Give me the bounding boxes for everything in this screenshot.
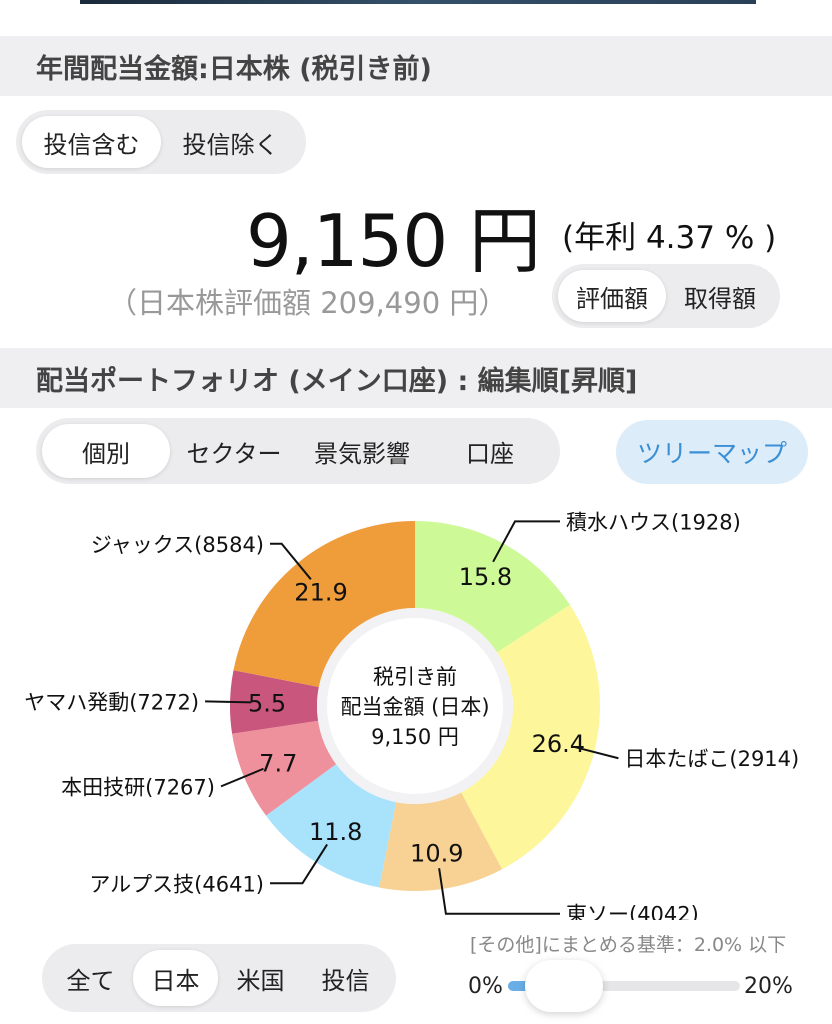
portfolio-title: 配当ポートフォリオ (メイン口座) : 編集順[昇順] [36,365,638,397]
slice-value-label-3: 11.8 [309,818,362,846]
slice-2[interactable] [379,792,503,891]
total-dividend-amount: 9,150 円 [246,199,541,283]
other-threshold-label: [その他]にまとめる基準：2.0% 以下 [470,934,787,956]
annual-dividend-title: 年間配当金額:日本株 (税引き前) [36,53,432,85]
slice-value-label-2: 10.9 [410,839,463,867]
slice-leader-line-3 [270,843,328,885]
slice-4[interactable] [232,720,337,816]
market-value-option[interactable]: 評価額 [558,270,666,322]
slice-leader-line-1 [573,745,619,760]
region-toggle: 全て 日本 米国 投信 [42,944,396,1012]
slice-value-label-1: 26.4 [532,730,585,758]
top-banner-image [80,0,756,4]
slice-name-label-4: 本田技研(7267) [61,775,215,799]
slice-3[interactable] [266,764,397,888]
slice-value-label-6: 21.9 [294,579,347,607]
view-economy-option[interactable]: 景気影響 [314,439,410,468]
region-japan-option[interactable]: 日本 [133,950,218,1006]
slice-value-label-5: 5.5 [248,690,286,718]
slice-name-label-1: 日本たばこ(2914) [624,747,799,771]
slider-fill [508,981,532,991]
slice-value-label-0: 15.8 [459,563,512,591]
slice-name-label-6: ジャックス(8584) [91,533,264,557]
annual-dividend-header: 年間配当金額:日本株 (税引き前) [0,36,832,96]
center-label-line-1: 税引き前 [373,665,457,689]
portfolio-header: 配当ポートフォリオ (メイン口座) : 編集順[昇順] [0,348,832,408]
region-all-option[interactable]: 全て [66,966,115,995]
annual-yield: (年利 4.37 % ) [562,220,777,256]
region-us-option[interactable]: 米国 [236,966,285,995]
slice-leader-line-0 [492,520,560,563]
dividend-donut-chart: 15.8 積水ハウス(1928) 26.4 日本たばこ(2914) 10.9 東ソー(40… [24,510,799,920]
slice-leader-line-6 [270,542,312,580]
slice-leader-line-2 [438,868,560,915]
fund-exclude-option[interactable]: 投信除く [182,130,279,159]
fund-toggle: 投信含む 投信除く [16,110,306,174]
slice-5[interactable] [230,670,319,734]
valuation-basis-toggle: 評価額 取得額 [552,264,780,328]
region-fund-option[interactable]: 投信 [321,966,370,995]
view-sector-option[interactable]: セクター [186,439,282,468]
slice-name-label-2: 東ソー(4042) [566,903,699,920]
donut-hole [327,618,503,794]
slice-1[interactable] [461,604,600,870]
slice-6[interactable] [233,521,415,688]
slider-max-label: 20% [744,974,793,999]
acquisition-cost-option[interactable]: 取得額 [684,284,756,313]
view-account-option[interactable]: 口座 [466,439,514,468]
center-label-line-3: 9,150 円 [371,725,459,749]
slice-name-label-0: 積水ハウス(1928) [566,510,741,534]
threshold-slider[interactable] [508,960,740,1012]
center-label-line-2: 配当金額 (日本) [340,695,489,719]
view-individual-option[interactable]: 個別 [42,424,170,478]
slice-name-label-3: アルプス技(4641) [89,872,264,896]
slider-thumb[interactable] [525,960,604,1012]
slice-leader-line-5 [205,700,252,704]
slice-leader-line-4 [220,767,264,788]
fund-include-option[interactable]: 投信含む [22,116,161,168]
slice-name-label-5: ヤマハ発動(7272) [24,690,199,714]
portfolio-view-toggle: 個別 セクター 景気影響 口座 [36,418,560,484]
slice-value-label-4: 7.7 [259,750,297,778]
japan-stock-valuation: （日本株評価額 209,490 円） [108,286,508,320]
slider-min-label: 0% [468,974,503,999]
treemap-button[interactable]: ツリーマップ [616,420,808,484]
slice-0[interactable] [415,521,570,653]
